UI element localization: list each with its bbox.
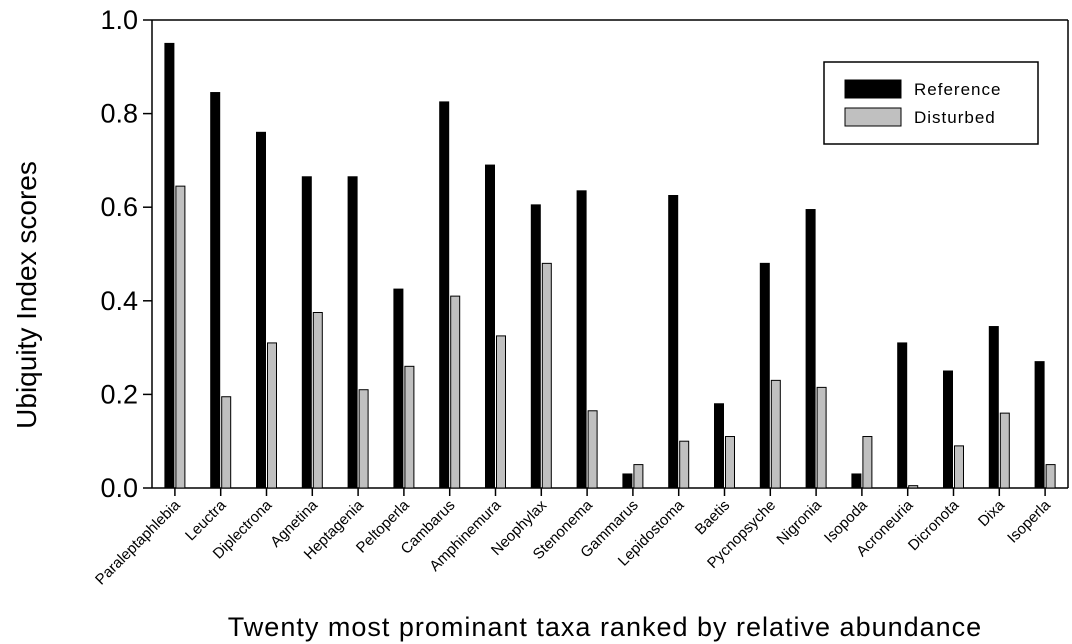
bar-disturbed (1045, 464, 1056, 489)
bar-disturbed (267, 342, 277, 489)
legend-label-reference: Reference (914, 80, 1001, 99)
bar-disturbed (633, 464, 644, 489)
y-tick-label: 0.2 (100, 379, 138, 409)
x-tick-label: Dixa (975, 496, 1009, 530)
bar-reference (759, 262, 770, 489)
bar-reference (805, 209, 816, 489)
bar-reference (439, 101, 450, 489)
bar-disturbed (816, 386, 827, 489)
x-tick-label: Baetis (692, 497, 734, 539)
x-tick-label: Paraleptaphlebia (92, 496, 184, 588)
y-tick-label: 1.0 (100, 5, 138, 35)
bar-disturbed (221, 396, 232, 489)
legend-swatch-reference (844, 79, 902, 99)
bar-disturbed (587, 410, 598, 489)
bar-disturbed (999, 412, 1010, 489)
bar-disturbed (862, 436, 873, 489)
bar-reference (530, 204, 541, 489)
bar-reference (164, 42, 175, 489)
bar-disturbed (770, 379, 781, 489)
legend-box (823, 61, 1039, 145)
legend: Reference Disturbed (823, 61, 1039, 145)
bar-reference (897, 342, 908, 489)
y-tick-label: 0.0 (100, 473, 138, 503)
x-axis-label: Twenty most prominant taxa ranked by rel… (228, 612, 982, 642)
y-axis-label: Ubiquity Index scores (11, 161, 42, 429)
y-tick-label: 0.4 (100, 286, 138, 316)
bar-reference (1034, 361, 1045, 489)
bar-disturbed (312, 312, 323, 489)
bar-reference (851, 473, 862, 489)
y-tick-label: 0.8 (100, 99, 138, 129)
legend-label-disturbed: Disturbed (914, 108, 996, 127)
bar-reference (622, 473, 633, 489)
x-tick-label: Dicronota (905, 496, 963, 554)
bar-disturbed (450, 295, 461, 489)
bar-reference (210, 92, 221, 489)
x-tick-label: Isoperla (1004, 496, 1054, 546)
bar-reference (988, 326, 999, 489)
bar-disturbed (175, 185, 186, 489)
bar-reference (393, 288, 404, 489)
bar-reference (576, 190, 587, 489)
bar-reference (347, 176, 358, 489)
bar-disturbed (679, 440, 690, 489)
bar-reference (256, 131, 266, 489)
bar-disturbed (541, 262, 552, 489)
bar-reference (668, 195, 679, 489)
legend-swatch-disturbed (844, 107, 902, 127)
bar-reference (714, 403, 724, 489)
x-tick-label: Nigronia (773, 496, 825, 548)
bar-disturbed (725, 436, 735, 489)
bar-disturbed (908, 485, 919, 489)
bar-reference (485, 164, 495, 489)
bar-disturbed (404, 365, 415, 489)
bar-disturbed (358, 389, 369, 489)
bar-disturbed (954, 445, 964, 489)
bar-reference (301, 176, 312, 489)
y-tick-label: 0.6 (100, 192, 138, 222)
bar-disturbed (496, 335, 506, 489)
bar-reference (943, 370, 953, 489)
